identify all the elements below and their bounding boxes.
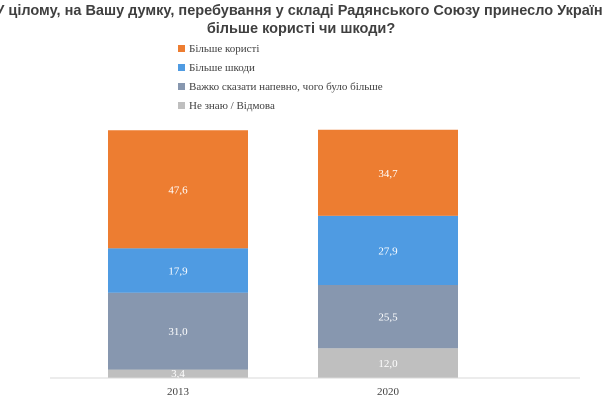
- x-tick-label-2013: 2013: [167, 386, 190, 398]
- data-label-2013-series-1: 47,6: [168, 184, 188, 196]
- bars-group: [108, 129, 458, 378]
- data-label-2013-series-4: 3,4: [171, 368, 185, 380]
- legend-label-1: Більше користі: [189, 43, 259, 55]
- data-label-2013-series-2: 17,9: [168, 265, 188, 277]
- legend-label-2: Більше шкоди: [189, 62, 255, 74]
- legend-swatch-3: [178, 83, 185, 90]
- chart-title: У цілому, на Вашу думку, перебування у с…: [0, 3, 602, 37]
- data-label-2020-series-3: 25,5: [378, 312, 398, 324]
- bar-segment-2013-series-1: [108, 130, 248, 249]
- bar-segment-2013-series-4: [108, 369, 248, 378]
- x-tick-label-2020: 2020: [377, 386, 400, 398]
- chart-legend: Більше користі Більше шкоди Важко сказати …: [178, 43, 383, 112]
- legend-item-4: Не знаю / Відмова: [178, 100, 275, 112]
- bar-segment-2020-series-4: [318, 348, 458, 378]
- legend-swatch-1: [178, 45, 185, 52]
- chart-title-line-2: більше користі чи шкоди?: [207, 21, 396, 37]
- bar-segment-2013-series-3: [108, 292, 248, 370]
- legend-item-2: Більше шкоди: [178, 62, 255, 74]
- legend-swatch-4: [178, 102, 185, 109]
- bar-segment-2013-series-2: [108, 248, 248, 293]
- data-label-2020-series-4: 12,0: [378, 358, 398, 370]
- bar-segment-2020-series-2: [318, 215, 458, 285]
- bar-segment-2020-series-3: [318, 285, 458, 349]
- data-label-2020-series-2: 27,9: [378, 245, 398, 257]
- value-labels-group: 3,4 31,0 17,9 47,6 12,0 25,5 27,9 34,7: [168, 168, 398, 380]
- chart-title-line-1: У цілому, на Вашу думку, перебування у с…: [0, 3, 602, 19]
- legend-swatch-2: [178, 64, 185, 71]
- legend-label-3: Важко сказати напевно, чого було більше: [189, 81, 383, 93]
- legend-item-3: Важко сказати напевно, чого було більше: [178, 81, 383, 93]
- data-label-2013-series-3: 31,0: [168, 326, 188, 338]
- x-axis-tick-labels: 2013 2020: [167, 386, 400, 398]
- data-label-2020-series-1: 34,7: [378, 168, 398, 180]
- legend-label-4: Не знаю / Відмова: [189, 100, 275, 112]
- legend-item-1: Більше користі: [178, 43, 259, 55]
- bar-segment-2020-series-1: [318, 129, 458, 216]
